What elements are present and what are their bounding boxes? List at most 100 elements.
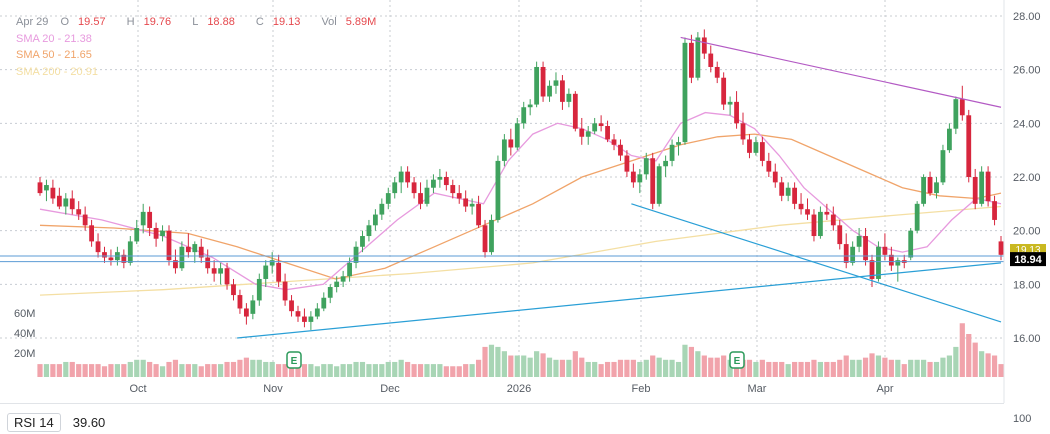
candle-body[interactable]	[366, 225, 372, 237]
candle-body[interactable]	[476, 203, 481, 226]
candle-body[interactable]	[482, 225, 488, 253]
candle-body[interactable]	[173, 260, 178, 269]
candle-body[interactable]	[940, 150, 946, 183]
candle-body[interactable]	[798, 203, 804, 210]
candle-body[interactable]	[82, 214, 88, 226]
candle-body[interactable]	[211, 268, 217, 274]
trend-lines[interactable]	[0, 36, 1004, 339]
candle-body[interactable]	[443, 177, 449, 186]
candle-body[interactable]	[759, 142, 765, 161]
candle-body[interactable]	[276, 262, 282, 282]
candle-body[interactable]	[630, 171, 636, 183]
candle-body[interactable]	[160, 230, 165, 237]
candles[interactable]	[37, 29, 1004, 330]
candle-body[interactable]	[302, 316, 307, 322]
candle-body[interactable]	[398, 171, 404, 183]
legend-sma20[interactable]: SMA 20 - 21.38	[16, 32, 92, 45]
candle-body[interactable]	[908, 230, 914, 258]
candle-body[interactable]	[508, 139, 514, 148]
candle-body[interactable]	[134, 227, 140, 242]
candle-body[interactable]	[192, 244, 198, 253]
candle-body[interactable]	[689, 42, 694, 78]
candle-body[interactable]	[747, 139, 752, 153]
candle-body[interactable]	[243, 308, 249, 317]
candle-body[interactable]	[972, 177, 978, 204]
candle-body[interactable]	[779, 182, 785, 196]
candle-body[interactable]	[108, 257, 114, 261]
candle-body[interactable]	[147, 211, 153, 228]
candle-body[interactable]	[314, 308, 320, 317]
candle-body[interactable]	[585, 131, 591, 137]
candle-body[interactable]	[953, 99, 959, 129]
candle-body[interactable]	[385, 193, 391, 204]
candle-body[interactable]	[340, 276, 346, 282]
candle-body[interactable]	[179, 246, 185, 269]
candle-body[interactable]	[250, 300, 256, 314]
candle-body[interactable]	[76, 209, 82, 215]
candle-body[interactable]	[656, 166, 662, 204]
earnings-marker[interactable]: E	[286, 351, 302, 369]
candle-body[interactable]	[450, 185, 456, 194]
candle-body[interactable]	[643, 158, 649, 175]
candle-body[interactable]	[321, 297, 327, 309]
candle-body[interactable]	[818, 211, 823, 237]
candle-body[interactable]	[256, 278, 262, 301]
candle-body[interactable]	[540, 66, 546, 97]
candle-body[interactable]	[624, 155, 630, 172]
candle-body[interactable]	[63, 198, 69, 207]
candle-body[interactable]	[437, 177, 443, 180]
rsi-label[interactable]: RSI 14	[7, 412, 61, 432]
candle-body[interactable]	[888, 254, 894, 266]
candle-body[interactable]	[566, 93, 572, 102]
candle-body[interactable]	[914, 203, 920, 231]
candle-body[interactable]	[185, 246, 191, 253]
candle-body[interactable]	[347, 262, 352, 277]
candle-body[interactable]	[198, 246, 204, 258]
candle-body[interactable]	[740, 123, 746, 140]
candle-body[interactable]	[785, 187, 791, 196]
candle-body[interactable]	[140, 211, 146, 226]
candle-body[interactable]	[327, 287, 333, 298]
candle-body[interactable]	[721, 77, 727, 105]
candle-body[interactable]	[863, 236, 868, 261]
candle-body[interactable]	[708, 53, 714, 67]
candle-body[interactable]	[714, 66, 720, 78]
candle-body[interactable]	[663, 160, 669, 167]
candle-body[interactable]	[489, 219, 494, 253]
candle-body[interactable]	[598, 123, 604, 127]
candle-body[interactable]	[424, 187, 430, 204]
candle-body[interactable]	[50, 187, 56, 199]
candle-body[interactable]	[372, 214, 378, 226]
candle-body[interactable]	[921, 177, 927, 204]
candle-body[interactable]	[218, 268, 223, 274]
candle-body[interactable]	[669, 144, 675, 161]
candle-body[interactable]	[618, 144, 623, 156]
candle-body[interactable]	[56, 195, 62, 207]
candle-body[interactable]	[463, 198, 469, 207]
candle-body[interactable]	[895, 260, 901, 266]
candle-body[interactable]	[927, 177, 933, 194]
candle-body[interactable]	[572, 93, 578, 129]
candle-body[interactable]	[44, 185, 49, 191]
candle-body[interactable]	[882, 246, 888, 255]
candle-body[interactable]	[269, 260, 275, 266]
candle-body[interactable]	[734, 101, 739, 124]
candle-body[interactable]	[850, 246, 856, 263]
candle-body[interactable]	[69, 198, 75, 210]
candle-body[interactable]	[837, 225, 843, 245]
candle-body[interactable]	[392, 182, 398, 194]
candle-body[interactable]	[166, 230, 172, 261]
candle-body[interactable]	[89, 225, 94, 242]
candle-body[interactable]	[527, 104, 533, 108]
candle-body[interactable]	[650, 158, 656, 204]
candle-body[interactable]	[411, 182, 417, 194]
candle-body[interactable]	[947, 128, 952, 151]
candle-body[interactable]	[418, 193, 423, 204]
candle-body[interactable]	[514, 123, 520, 148]
candle-body[interactable]	[95, 241, 101, 253]
candle-body[interactable]	[121, 254, 127, 263]
candle-body[interactable]	[263, 265, 269, 279]
legend-sma50[interactable]: SMA 50 - 21.65	[16, 49, 92, 61]
candle-body[interactable]	[992, 201, 997, 220]
